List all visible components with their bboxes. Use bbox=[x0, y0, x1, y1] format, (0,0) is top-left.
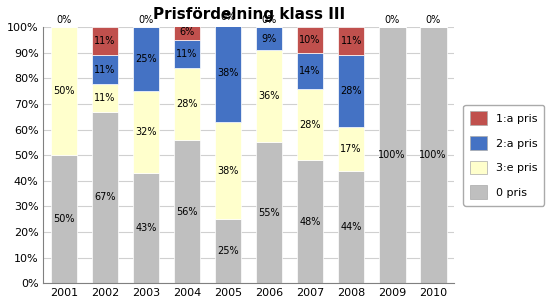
Bar bbox=[51, 155, 77, 283]
Bar bbox=[133, 91, 159, 173]
Legend: 1:a pris, 2:a pris, 3:e pris, 0 pris: 1:a pris, 2:a pris, 3:e pris, 0 pris bbox=[463, 105, 544, 206]
Text: 0%: 0% bbox=[262, 15, 277, 25]
Bar bbox=[420, 27, 446, 283]
Bar bbox=[215, 219, 241, 283]
Bar bbox=[91, 56, 118, 84]
Bar bbox=[91, 27, 118, 56]
Bar bbox=[91, 84, 118, 112]
Bar bbox=[297, 53, 323, 89]
Text: 36%: 36% bbox=[258, 92, 280, 101]
Text: 11%: 11% bbox=[94, 36, 116, 46]
Bar bbox=[338, 56, 364, 127]
Text: 25%: 25% bbox=[217, 246, 239, 256]
Text: 0%: 0% bbox=[425, 15, 441, 25]
Bar bbox=[379, 27, 406, 283]
Bar bbox=[91, 112, 118, 283]
Text: 9%: 9% bbox=[262, 34, 277, 44]
Text: 38%: 38% bbox=[218, 166, 239, 176]
Text: 32%: 32% bbox=[135, 127, 156, 137]
Text: 25%: 25% bbox=[135, 54, 157, 64]
Text: 43%: 43% bbox=[136, 223, 156, 233]
Bar bbox=[174, 140, 201, 283]
Text: 38%: 38% bbox=[218, 68, 239, 78]
Text: 67%: 67% bbox=[94, 192, 116, 203]
Bar bbox=[256, 142, 283, 283]
Text: 100%: 100% bbox=[379, 150, 406, 160]
Bar bbox=[174, 40, 201, 68]
Title: Prisfördelning klass III: Prisfördelning klass III bbox=[153, 7, 344, 22]
Text: 0%: 0% bbox=[138, 15, 154, 25]
Text: 6%: 6% bbox=[180, 27, 195, 38]
Bar bbox=[338, 127, 364, 170]
Text: 50%: 50% bbox=[53, 86, 75, 96]
Bar bbox=[174, 68, 201, 140]
Text: 28%: 28% bbox=[341, 86, 362, 96]
Bar bbox=[297, 160, 323, 283]
Text: 28%: 28% bbox=[176, 99, 198, 109]
Text: 100%: 100% bbox=[419, 150, 447, 160]
Bar bbox=[133, 173, 159, 283]
Text: 28%: 28% bbox=[299, 120, 321, 130]
Bar bbox=[338, 170, 364, 283]
Text: 11%: 11% bbox=[341, 36, 362, 46]
Text: 0%: 0% bbox=[220, 12, 236, 22]
Text: 0%: 0% bbox=[56, 15, 72, 25]
Bar bbox=[174, 25, 201, 40]
Text: 10%: 10% bbox=[299, 35, 321, 45]
Bar bbox=[133, 27, 159, 91]
Text: 50%: 50% bbox=[53, 214, 75, 224]
Text: 11%: 11% bbox=[94, 93, 116, 103]
Bar bbox=[297, 89, 323, 160]
Text: 48%: 48% bbox=[299, 217, 321, 227]
Bar bbox=[297, 27, 323, 53]
Bar bbox=[256, 50, 283, 142]
Bar bbox=[215, 25, 241, 122]
Bar bbox=[215, 122, 241, 219]
Text: 56%: 56% bbox=[176, 206, 198, 217]
Text: 11%: 11% bbox=[94, 64, 116, 74]
Text: 14%: 14% bbox=[299, 66, 321, 76]
Text: 44%: 44% bbox=[341, 222, 362, 232]
Text: 55%: 55% bbox=[258, 208, 280, 218]
Bar bbox=[256, 27, 283, 50]
Text: 17%: 17% bbox=[341, 144, 362, 154]
Text: 0%: 0% bbox=[385, 15, 400, 25]
Text: 11%: 11% bbox=[176, 49, 198, 59]
Bar bbox=[51, 27, 77, 155]
Bar bbox=[338, 27, 364, 56]
